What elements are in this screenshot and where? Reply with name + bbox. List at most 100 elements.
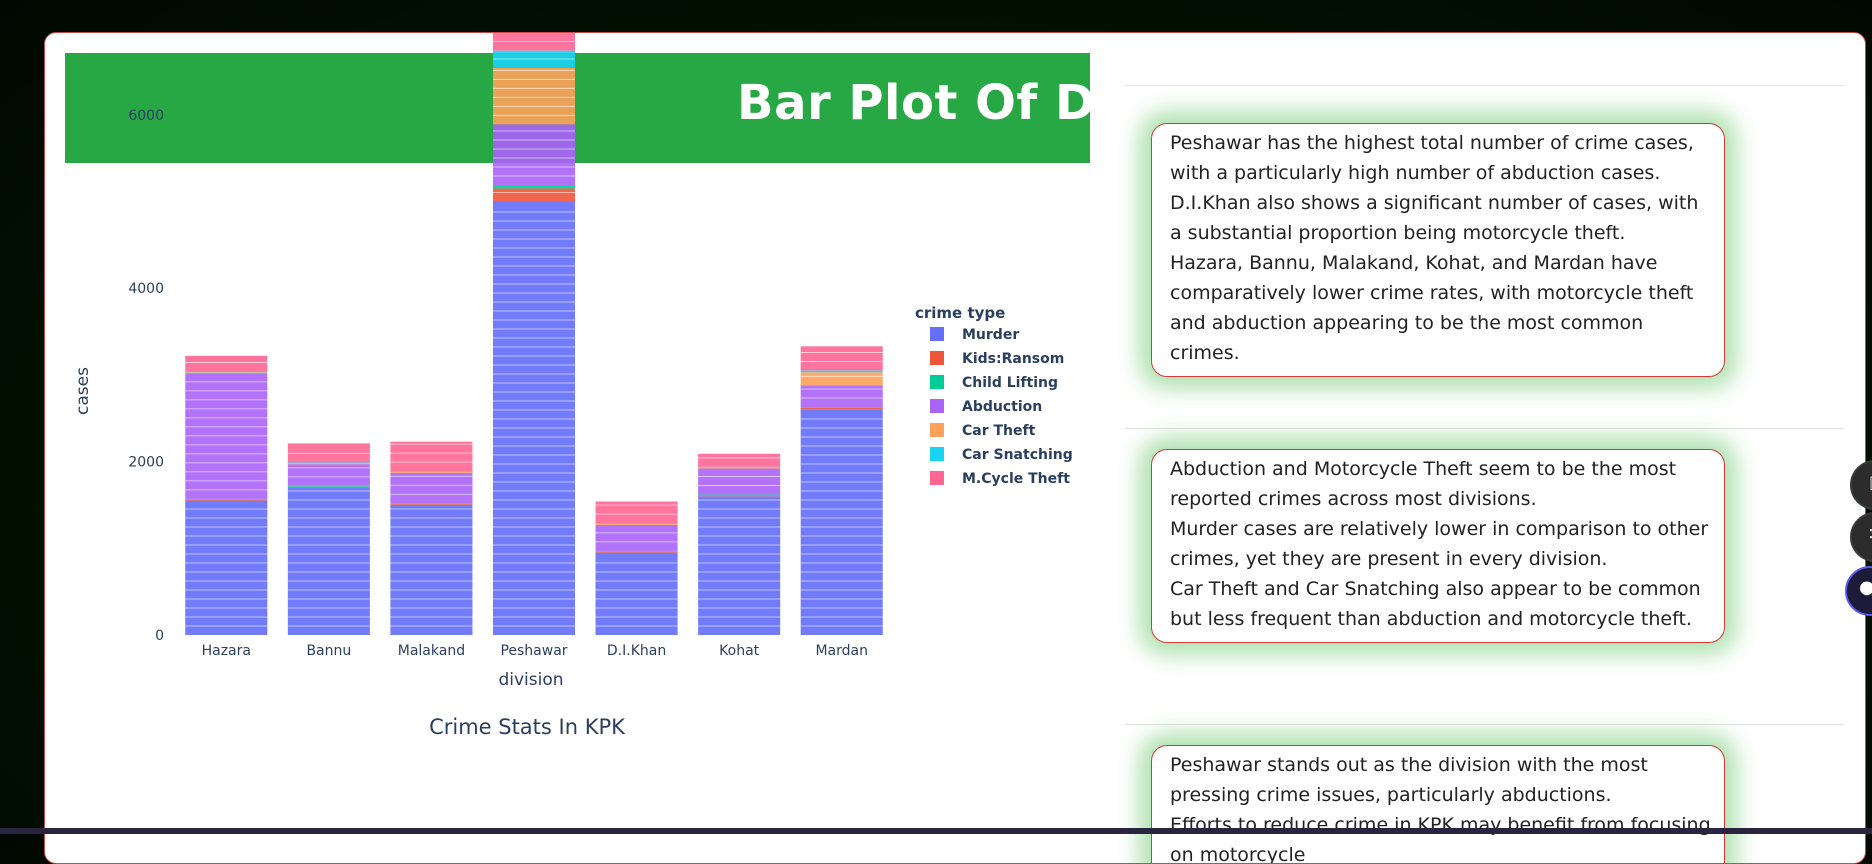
bar-segment[interactable] bbox=[800, 385, 883, 407]
insight-text: Murder cases are relatively lower in com… bbox=[1170, 518, 1709, 570]
bar-segment[interactable] bbox=[595, 524, 678, 525]
y-tick-label: 6000 bbox=[128, 108, 164, 124]
bar-segment[interactable] bbox=[492, 188, 576, 202]
insight-card-2: Abduction and Motorcycle Theft seem to b… bbox=[1151, 449, 1725, 643]
x-tick-label: Mardan bbox=[815, 643, 868, 659]
bar-segment[interactable] bbox=[800, 409, 883, 635]
bar-segment[interactable] bbox=[185, 371, 268, 373]
insight-text: Peshawar stands out as the division with… bbox=[1170, 754, 1648, 806]
y-tick-label: 2000 bbox=[128, 455, 164, 471]
bar-segment[interactable] bbox=[390, 441, 473, 472]
bars-layer bbox=[185, 33, 883, 636]
divider bbox=[1125, 428, 1845, 429]
bar-segment[interactable] bbox=[698, 466, 781, 468]
insights-panel: Peshawar has the highest total number of… bbox=[1125, 33, 1865, 863]
bar-segment[interactable] bbox=[698, 495, 781, 497]
bar-segment[interactable] bbox=[595, 551, 678, 553]
legend-swatch[interactable] bbox=[930, 351, 944, 365]
y-tick-label: 4000 bbox=[128, 281, 164, 297]
bar-segment[interactable] bbox=[595, 552, 678, 635]
divider bbox=[1125, 85, 1845, 86]
bar-segment[interactable] bbox=[800, 346, 883, 371]
y-axis-label: cases bbox=[73, 367, 93, 415]
legend: Murder Kids:Ransom Child Lifting Abduction C… bbox=[930, 327, 1073, 487]
bar-segment[interactable] bbox=[390, 471, 473, 473]
x-tick-label: Bannu bbox=[306, 643, 351, 659]
bar-segment[interactable] bbox=[492, 185, 576, 189]
bar-segment[interactable] bbox=[595, 524, 678, 551]
x-tick-label: Hazara bbox=[202, 643, 251, 659]
bar-segment[interactable] bbox=[698, 494, 781, 496]
bar-segment[interactable] bbox=[800, 372, 883, 386]
bar-segment[interactable] bbox=[287, 487, 370, 635]
chart-title: Crime Stats In KPK bbox=[429, 715, 626, 739]
bar-segment[interactable] bbox=[287, 464, 370, 486]
legend-item-label[interactable]: Child Lifting bbox=[962, 375, 1058, 391]
legend-swatch[interactable] bbox=[930, 471, 944, 485]
bar-segment[interactable] bbox=[595, 550, 678, 552]
apps-icon: ∷ bbox=[1869, 524, 1872, 545]
legend-swatch[interactable] bbox=[930, 375, 944, 389]
insight-text: Peshawar has the highest total number of… bbox=[1170, 132, 1694, 184]
main-card: Bar Plot Of Diffe 0 2000 4000 6000 Hazara Ba… bbox=[44, 32, 1866, 864]
bar-chart: 0 2000 4000 6000 Hazara Bannu Malakand Peshawa… bbox=[73, 33, 1073, 739]
legend-item-label[interactable]: Abduction bbox=[962, 399, 1042, 415]
bar-segment[interactable] bbox=[800, 370, 883, 373]
insight-text: Hazara, Bannu, Malakand, Kohat, and Mard… bbox=[1170, 252, 1694, 364]
bar-segment[interactable] bbox=[185, 498, 268, 500]
title-banner: Bar Plot Of Diffe bbox=[65, 53, 1090, 163]
bar-segment[interactable] bbox=[492, 67, 576, 125]
legend-title: crime type bbox=[915, 304, 1005, 322]
panel-icon: ▯ bbox=[1869, 472, 1872, 493]
divider bbox=[1125, 724, 1845, 725]
bar-segment[interactable] bbox=[287, 443, 370, 463]
bar-segment[interactable] bbox=[698, 496, 781, 635]
legend-item-label[interactable]: Murder bbox=[962, 327, 1019, 343]
bar-segment[interactable] bbox=[595, 523, 678, 525]
bar-segment[interactable] bbox=[595, 501, 678, 524]
x-ticks: Hazara Bannu Malakand Peshawar D.I.Khan Kohat… bbox=[202, 643, 868, 659]
bar-segment[interactable] bbox=[287, 485, 370, 487]
legend-swatch[interactable] bbox=[930, 327, 944, 341]
banner-title: Bar Plot Of Diffe bbox=[737, 75, 1090, 131]
bar-segment[interactable] bbox=[800, 407, 883, 410]
y-tick-label: 0 bbox=[155, 628, 164, 644]
bar-segment[interactable] bbox=[390, 472, 473, 473]
bar-segment[interactable] bbox=[698, 468, 781, 495]
bar-segment[interactable] bbox=[287, 462, 370, 464]
legend-item-label[interactable]: Car Snatching bbox=[962, 447, 1073, 463]
bar-segment[interactable] bbox=[698, 467, 781, 469]
insight-text: Car Theft and Car Snatching also appear … bbox=[1170, 578, 1701, 630]
bar-segment[interactable] bbox=[492, 124, 576, 186]
taskbar-edge bbox=[0, 828, 1872, 834]
x-tick-label: Malakand bbox=[398, 643, 465, 659]
legend-item-label[interactable]: M.Cycle Theft bbox=[962, 471, 1070, 487]
bar-segment[interactable] bbox=[185, 500, 268, 635]
bar-segment[interactable] bbox=[287, 463, 370, 465]
bar-segment[interactable] bbox=[185, 372, 268, 374]
bar-segment[interactable] bbox=[390, 503, 473, 505]
legend-swatch[interactable] bbox=[930, 423, 944, 437]
bar-segment[interactable] bbox=[185, 355, 268, 372]
x-axis-label: division bbox=[498, 670, 563, 690]
x-tick-label: Kohat bbox=[719, 643, 760, 659]
x-tick-label: Peshawar bbox=[500, 643, 567, 659]
bar-segment[interactable] bbox=[390, 472, 473, 504]
bar-segment[interactable] bbox=[390, 504, 473, 505]
insight-card-1: Peshawar has the highest total number of… bbox=[1151, 123, 1725, 377]
insight-card-3: Peshawar stands out as the division with… bbox=[1151, 745, 1725, 864]
legend-swatch[interactable] bbox=[930, 399, 944, 413]
legend-swatch[interactable] bbox=[930, 447, 944, 461]
y-ticks: 0 2000 4000 6000 bbox=[128, 108, 164, 644]
insight-text: Abduction and Motorcycle Theft seem to b… bbox=[1170, 458, 1677, 510]
bar-segment[interactable] bbox=[800, 406, 883, 408]
legend-item-label[interactable]: Kids:Ransom bbox=[962, 351, 1064, 367]
insight-text: D.I.Khan also shows a significant number… bbox=[1170, 192, 1699, 244]
bar-segment[interactable] bbox=[492, 201, 576, 636]
bar-segment[interactable] bbox=[698, 453, 781, 467]
bar-segment[interactable] bbox=[390, 504, 473, 635]
legend-item-label[interactable]: Car Theft bbox=[962, 423, 1036, 439]
insight-text: Efforts to reduce crime in KPK may benef… bbox=[1170, 814, 1711, 864]
bar-segment[interactable] bbox=[185, 499, 268, 501]
bar-segment[interactable] bbox=[287, 486, 370, 488]
